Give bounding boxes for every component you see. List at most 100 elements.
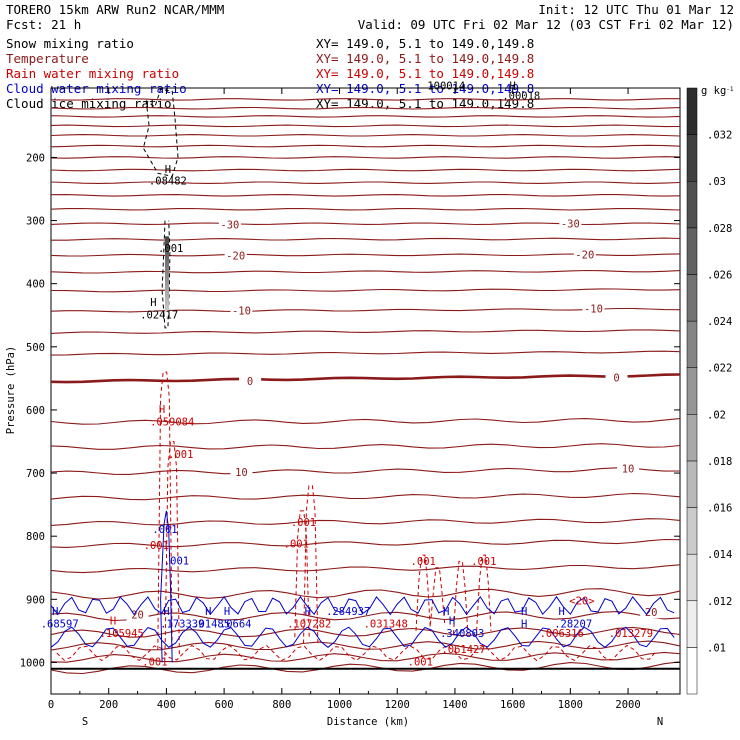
y-tick-label: 600: [26, 405, 45, 417]
contour-annotation: .001: [152, 524, 177, 536]
isotherm-line: [50, 222, 681, 226]
isotherm-line: [50, 124, 681, 128]
contour-annotation: .08482: [149, 176, 187, 188]
contour-annotation: .173339: [160, 619, 204, 631]
y-tick-label: 400: [26, 279, 45, 291]
isotherm-line: [50, 350, 681, 356]
legend-field-range: XY= 149.0, 5.1 to 149.0,149.8: [316, 36, 534, 51]
isotherm-line: [50, 418, 681, 425]
contour-annotation: H: [52, 606, 58, 618]
contour-annotation: .001: [291, 517, 316, 529]
isotherm-line: [50, 588, 681, 600]
contour-annotation: .68597: [41, 619, 79, 631]
isotherm-line: [50, 626, 681, 638]
colorbar-segment: [686, 367, 698, 415]
rain-contour: [294, 510, 310, 638]
isotherm-line: [50, 288, 681, 293]
isotherm-label-bg: [640, 606, 663, 619]
isotherm-line: [50, 651, 681, 663]
colorbar-segment: [686, 600, 698, 648]
isotherm-label: 20: [131, 610, 144, 622]
colorbar-unit-exponent: -1: [726, 86, 734, 93]
contour-annotation: <20>: [569, 595, 594, 607]
contour-annotation: H: [110, 616, 116, 628]
colorbar-label: .026: [707, 269, 732, 281]
cloud-water-contour: [50, 626, 675, 648]
x-tick-label: 1000: [327, 699, 352, 711]
isotherm-label-bg: [605, 371, 628, 384]
contour-annotation: .0664: [220, 619, 252, 631]
colorbar-segment: [686, 460, 698, 508]
isotherm-line: [50, 443, 681, 450]
rain-contour: [164, 441, 180, 657]
colorbar-segment: [686, 87, 698, 135]
y-tick-label: 1000: [20, 657, 45, 669]
isotherm-label: -10: [584, 304, 603, 316]
y-tick-label: 800: [26, 531, 45, 543]
colorbar-label: .024: [707, 316, 732, 328]
contour-annotation: .28207: [554, 619, 592, 631]
contour-annotation: .001: [144, 540, 169, 552]
isotherm-label: -20: [226, 251, 245, 263]
isotherm-line: [50, 98, 680, 101]
contour-annotation: .284937: [326, 606, 370, 618]
legend-field-range: XY= 149.0, 5.1 to 149.0,149.8: [316, 51, 534, 66]
contour-annotation: .031348: [364, 619, 408, 631]
isotherm-line: [50, 640, 681, 651]
isotherm-line: [50, 144, 681, 148]
rain-contour: [157, 371, 173, 650]
x-tick-label: 800: [272, 699, 291, 711]
contour-annotation: .02417: [140, 309, 178, 321]
valid-time: Valid: 09 UTC Fri 02 Mar 12 (03 CST Fri …: [358, 17, 734, 32]
x-tick-label: 2000: [615, 699, 640, 711]
isotherm-label: 0: [613, 372, 619, 384]
rain-contour: [429, 567, 446, 625]
colorbar-label: .016: [707, 503, 732, 515]
isotherm-label: 10: [622, 463, 635, 475]
isotherm-line: [50, 307, 681, 313]
contour-annotation: H: [559, 606, 565, 618]
colorbar-segment: [686, 227, 698, 275]
colorbar-label: .022: [707, 363, 732, 375]
contour-annotation: H: [305, 606, 311, 618]
isotherm-label-bg: [559, 217, 582, 230]
isotherm-line: [50, 467, 681, 475]
colorbar-label: .02: [707, 409, 726, 421]
isotherm-line: [50, 106, 681, 110]
isotherm-label-bg: [573, 248, 596, 261]
contour-annotation: .001: [408, 657, 433, 669]
contour-annotation: .001: [284, 539, 309, 551]
isotherm-label: -10: [232, 305, 251, 317]
cloud-water-column: [160, 510, 173, 663]
colorbar: .01 .012 .014 .016 .018 .02 .022 .024 .026 .028 .0…: [686, 85, 734, 695]
isotherm-line: [50, 373, 681, 384]
x-tick-label: 400: [157, 699, 176, 711]
rain-contour: [415, 554, 431, 631]
isotherm-line: [50, 207, 681, 211]
y-tick-label: 900: [26, 594, 45, 606]
colorbar-label: .018: [707, 456, 732, 468]
y-tick-label: 500: [26, 342, 45, 354]
isotherm-label-bg: [218, 218, 241, 231]
isotherm-label: -30: [220, 220, 239, 232]
contour-annotation: .013279: [609, 628, 653, 640]
isotherm-line: [50, 181, 681, 184]
contour-annotation: .006316: [540, 628, 584, 640]
contour-annotation: .001: [411, 556, 436, 568]
isotherm-label: -20: [575, 249, 594, 261]
isotherm-line: [50, 538, 681, 548]
colorbar-segment: [686, 320, 698, 368]
contour-annotation: H: [510, 80, 516, 92]
isotherm-label-bg: [617, 462, 640, 475]
contour-annotation: .059084: [150, 417, 194, 429]
colorbar-segment: [686, 414, 698, 462]
rain-band-contour: [56, 644, 658, 662]
isotherm-line: [50, 564, 681, 574]
x-tick-label: 1400: [442, 699, 467, 711]
isotherm-label: -30: [561, 218, 580, 230]
contour-annotation: .001: [168, 449, 193, 461]
x-axis-label: Distance (km): [327, 716, 409, 728]
ice-shading: [164, 236, 169, 313]
colorbar-segment: [686, 507, 698, 555]
